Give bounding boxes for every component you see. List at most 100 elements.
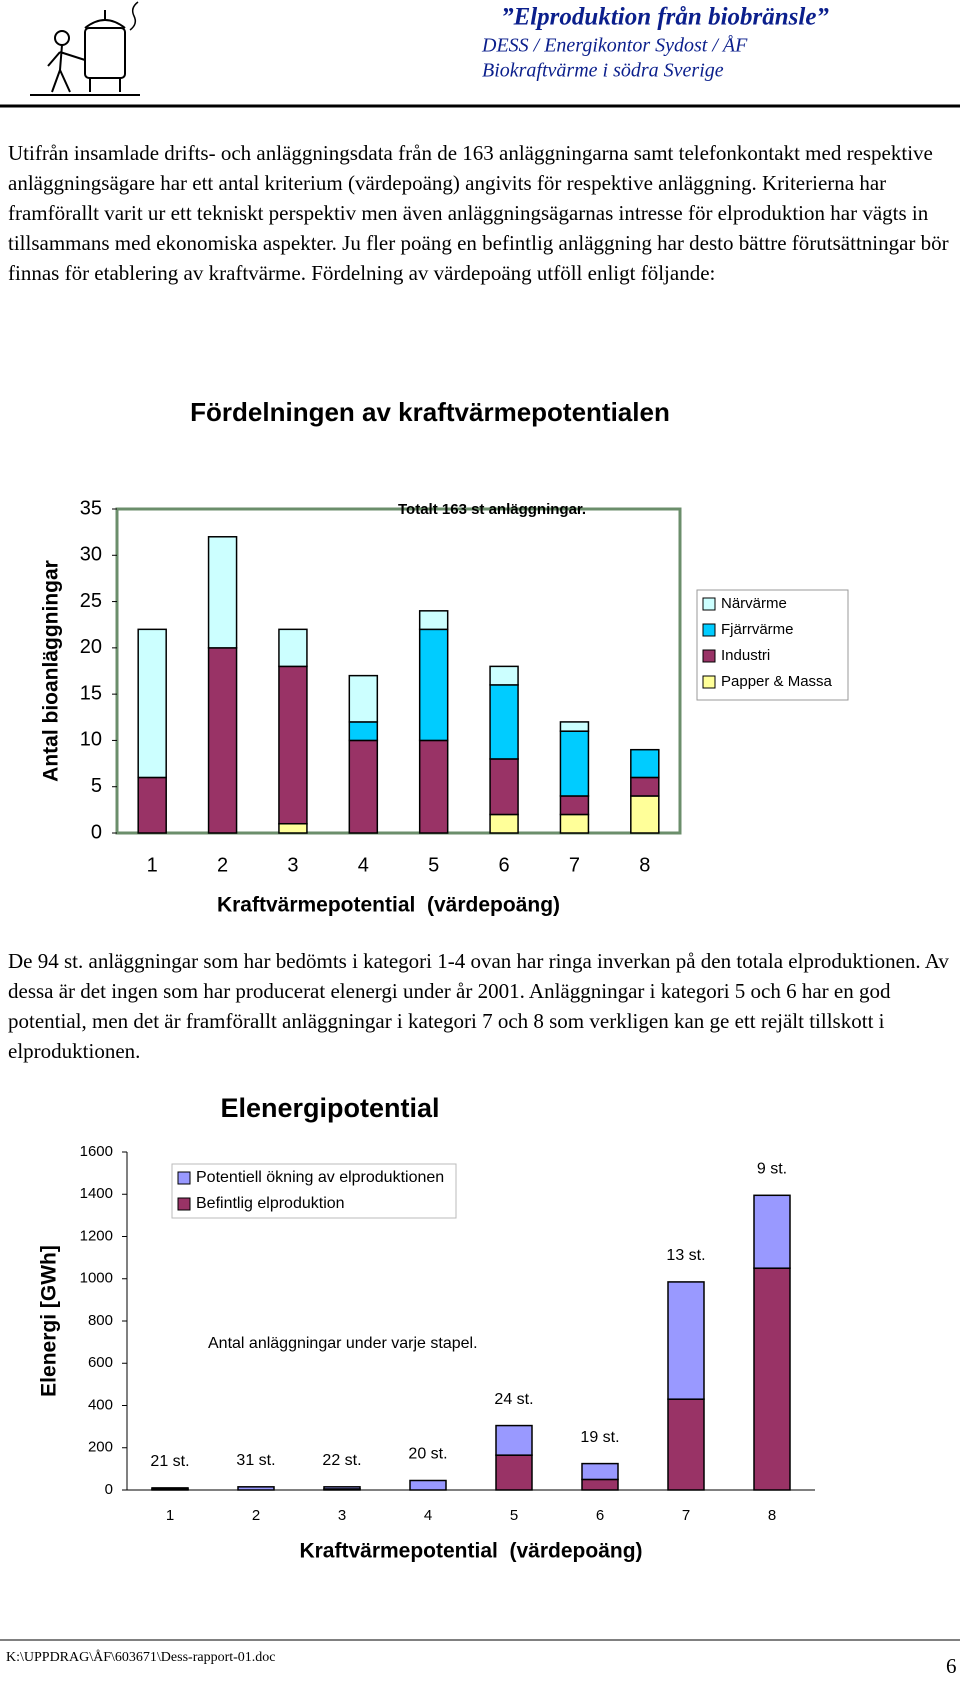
page-number: 6 [946, 1654, 957, 1678]
legend-swatch [702, 597, 716, 611]
y-tick-label: 20 [80, 636, 102, 658]
legend-label: Befintlig elproduktion [196, 1195, 345, 1212]
legend-swatch [702, 675, 716, 689]
paragraph: Utifrån insamlade drifts- och anläggning… [8, 141, 949, 285]
bar-segment [348, 674, 379, 723]
y-tick-label: 400 [88, 1396, 113, 1413]
x-tick-label: 3 [287, 854, 298, 876]
bar-segment [489, 813, 519, 834]
y-tick-label: 1200 [80, 1227, 113, 1244]
legend-swatch [702, 623, 716, 637]
y-axis-label: Antal bioanläggningar [40, 560, 63, 782]
x-tick-label: 4 [424, 1507, 432, 1524]
bar-segment [207, 536, 238, 649]
x-tick-label: 7 [569, 854, 580, 876]
legend-swatch [177, 1171, 191, 1185]
y-tick-label: 0 [105, 1481, 113, 1498]
header-subtitle: DESS / Energikontor Sydost / ÅF [481, 35, 748, 57]
bar-segment [753, 1194, 791, 1269]
legend-label: Fjärrvärme [721, 621, 794, 638]
bar-segment [581, 1478, 619, 1491]
y-tick-label: 30 [80, 544, 102, 566]
legend-label: Potentiell ökning av elproduktionen [196, 1169, 444, 1186]
bar-segment [418, 739, 449, 834]
bar-label: 22 st. [322, 1452, 361, 1469]
bar-segment [278, 628, 308, 668]
logo [30, 1, 140, 96]
bar-segment [495, 1454, 533, 1491]
bar-segment [489, 684, 519, 760]
bar-segment [559, 730, 590, 797]
bar-segment [559, 813, 590, 834]
bar-segment [753, 1267, 791, 1491]
bar-segment [278, 665, 308, 825]
bar-segment [667, 1281, 705, 1400]
bar-segment [489, 665, 519, 686]
bar-segment [581, 1462, 619, 1481]
x-tick-label: 7 [682, 1507, 690, 1524]
bar-label: 21 st. [150, 1453, 189, 1470]
legend-swatch [177, 1197, 191, 1211]
y-tick-label: 800 [88, 1312, 113, 1329]
legend-label: Närvärme [721, 595, 787, 612]
bar-segment [667, 1398, 705, 1491]
header-title: ”Elproduktion från biobränsle” [501, 4, 829, 31]
legend-label: Papper & Massa [721, 673, 833, 690]
bar-segment [495, 1424, 533, 1456]
y-axis-label: Elenergi [GWh] [38, 1245, 61, 1397]
x-axis-label: Kraftvärmepotential (värdepoäng) [217, 894, 560, 917]
bar-segment [489, 758, 519, 816]
bar-label: 9 st. [757, 1161, 787, 1178]
y-tick-label: 1000 [80, 1270, 113, 1287]
x-tick-label: 1 [147, 854, 158, 876]
x-tick-label: 1 [166, 1507, 174, 1524]
footer-path: K:\UPPDRAG\ÅF\603671\Dess-rapport-01.doc [6, 1649, 276, 1665]
x-tick-label: 6 [596, 1507, 604, 1524]
bar-label: 20 st. [408, 1446, 447, 1463]
bar-segment [323, 1486, 361, 1490]
annotation: Totalt 163 st anläggningar. [398, 501, 586, 518]
bar-label: 19 st. [580, 1429, 619, 1446]
x-tick-label: 6 [499, 854, 510, 876]
bar-segment [207, 647, 238, 834]
bar-segment [559, 721, 590, 732]
x-axis-label: Kraftvärmepotential (värdepoäng) [299, 1540, 642, 1563]
bar-segment [630, 795, 660, 834]
legend-label: Industri [721, 647, 770, 664]
bar-segment [348, 739, 379, 834]
bar-segment [418, 628, 449, 742]
bar-segment [237, 1486, 275, 1491]
bar-segment [348, 721, 379, 742]
chart-title: Elenergipotential [220, 1093, 439, 1123]
y-tick-label: 15 [80, 682, 102, 704]
bar-segment [409, 1479, 447, 1491]
x-tick-label: 3 [338, 1507, 346, 1524]
bar-segment [559, 795, 590, 816]
chart-title: Fördelningen av kraftvärmepotentialen [190, 397, 670, 427]
x-tick-label: 8 [639, 854, 650, 876]
header-subtitle: Biokraftvärme i södra Sverige [482, 60, 724, 82]
y-tick-label: 200 [88, 1439, 113, 1456]
y-tick-label: 35 [80, 497, 102, 519]
x-tick-label: 5 [510, 1507, 518, 1524]
y-tick-label: 600 [88, 1354, 113, 1371]
bar-label: 13 st. [666, 1247, 705, 1264]
x-tick-label: 4 [358, 854, 369, 876]
plot-frame [115, 507, 682, 835]
y-tick-label: 5 [91, 775, 102, 797]
legend-box [171, 1163, 457, 1219]
bar-label: 24 st. [494, 1391, 533, 1408]
legend-swatch [702, 649, 716, 663]
y-tick-label: 10 [80, 729, 102, 751]
paragraph: De 94 st. anläggningar som har bedömts i… [8, 949, 949, 1063]
annotation: Antal anläggningar under varje stapel. [208, 1335, 478, 1352]
x-tick-label: 2 [217, 854, 228, 876]
bar-label: 31 st. [236, 1452, 275, 1469]
bar-segment [151, 1487, 189, 1490]
bar-segment [137, 628, 167, 779]
x-tick-label: 5 [428, 854, 439, 876]
y-tick-label: 1400 [80, 1185, 113, 1202]
legend-box [696, 589, 849, 701]
